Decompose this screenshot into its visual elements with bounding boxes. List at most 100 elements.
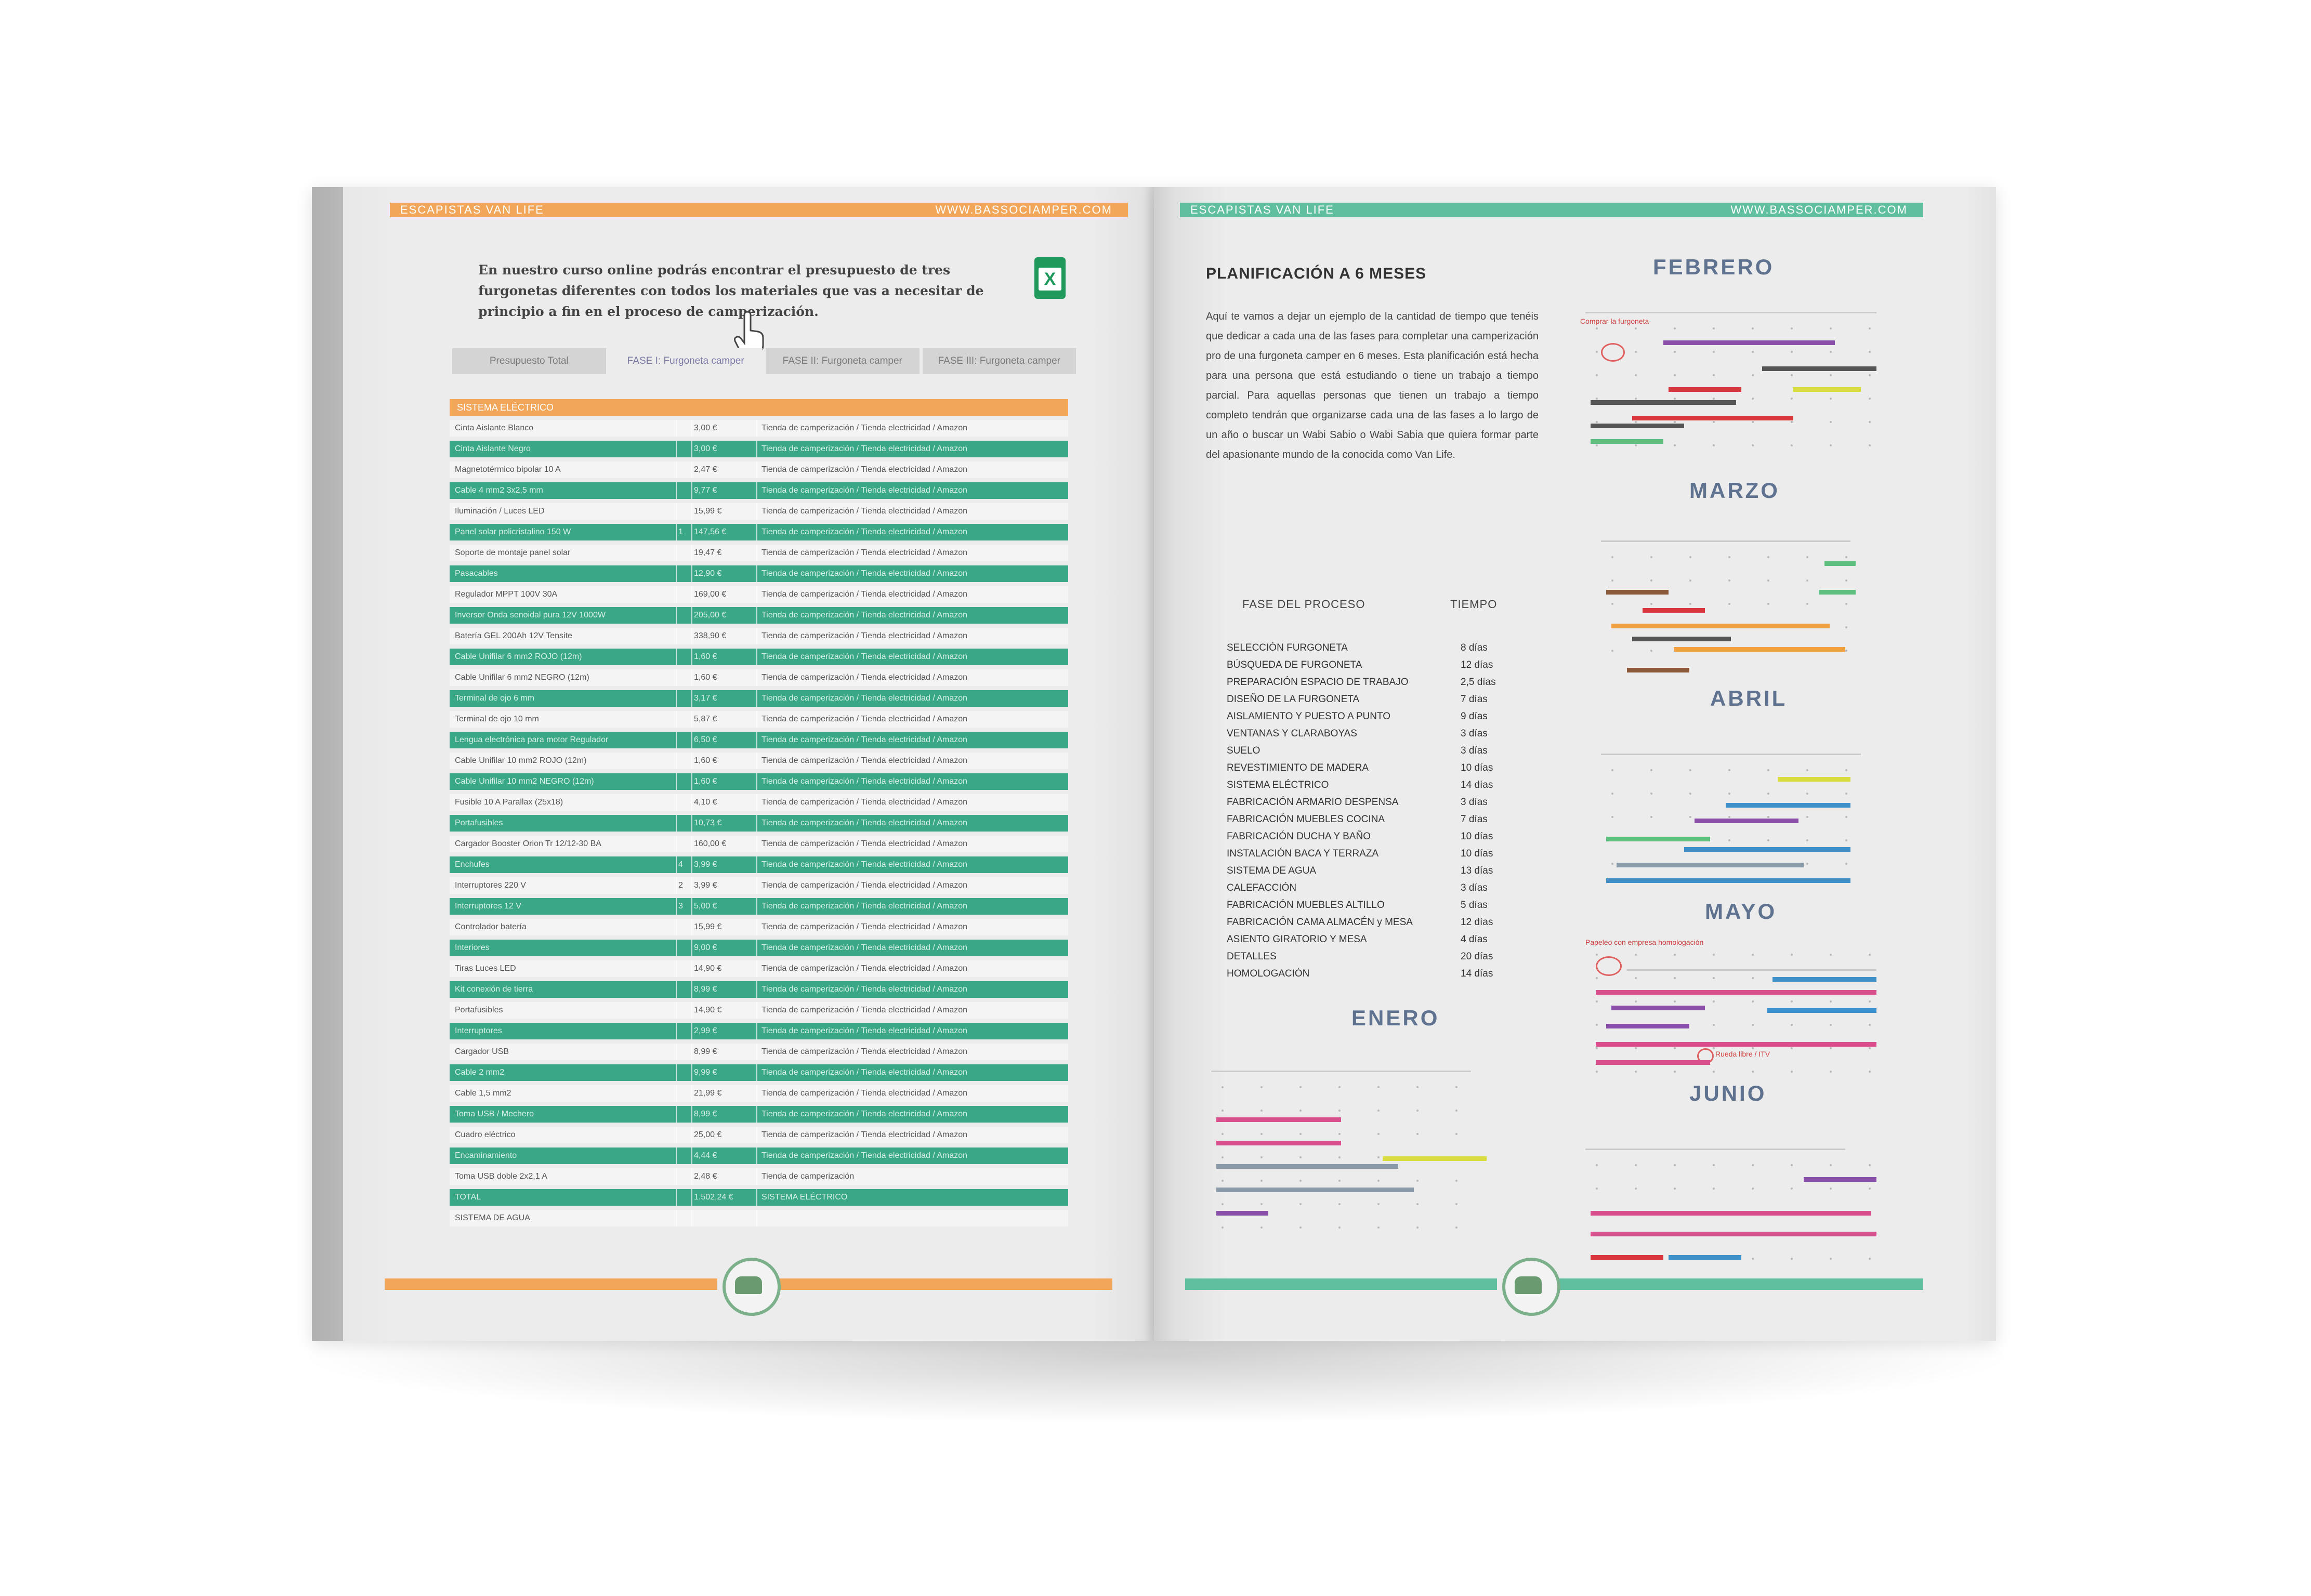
calendar-day-dot xyxy=(1674,327,1676,329)
calendar-day-dot xyxy=(1338,1133,1341,1135)
gantt-bar xyxy=(1611,624,1830,628)
calendar-day-dot xyxy=(1869,1024,1871,1026)
item-cell: Fusible 10 A Parallax (25x18) xyxy=(455,798,563,807)
calendar-day-dot xyxy=(1222,1226,1224,1229)
gantt-bar xyxy=(1596,1060,1710,1065)
source-cell: Tienda de camperización / Tienda electri… xyxy=(761,881,968,890)
calendar-day-dot xyxy=(1713,1164,1715,1166)
gantt-bar xyxy=(1591,1232,1876,1236)
calendar-day-dot xyxy=(1222,1180,1224,1182)
table-row: Cable 4 mm2 3x2,5 mm 9,77 € Tienda de camp… xyxy=(450,482,1068,499)
phase-name: VENTANAS Y CLARABOYAS xyxy=(1227,728,1357,739)
item-cell: Tiras Luces LED xyxy=(455,964,516,973)
source-cell: Tienda de camperización / Tienda electri… xyxy=(761,922,968,931)
tab-fase-2[interactable]: FASE II: Furgoneta camper xyxy=(766,348,920,374)
calendar-day-dot xyxy=(1596,1024,1598,1026)
calendar-day-dot xyxy=(1728,556,1730,558)
gantt-bar xyxy=(1606,878,1850,883)
phase-time: 10 días xyxy=(1461,831,1493,842)
month-marzo: MARZO xyxy=(1689,478,1780,503)
source-cell: Tienda de camperización / Tienda electri… xyxy=(761,1130,968,1139)
tab-fase-1[interactable]: FASE I: Furgoneta camper xyxy=(609,348,763,374)
phase-name: REVESTIMIENTO DE MADERA xyxy=(1227,762,1369,773)
phase-name: PREPARACIÓN ESPACIO DE TRABAJO xyxy=(1227,677,1409,688)
source-cell: Tienda de camperización / Tienda electri… xyxy=(761,1110,968,1118)
phase-time: 20 días xyxy=(1461,951,1493,962)
table-row: Interruptores 2,99 € Tienda de camperizaci… xyxy=(450,1023,1068,1039)
calendar-day-dot xyxy=(1752,1258,1754,1260)
calendar-day-dot xyxy=(1791,351,1793,353)
tab-fase-3[interactable]: FASE III: Furgoneta camper xyxy=(922,348,1076,374)
calendar-day-dot xyxy=(1791,1258,1793,1260)
calendar-day-dot xyxy=(1338,1110,1341,1112)
source-cell: Tienda de camperización / Tienda electri… xyxy=(761,1151,968,1160)
right-header-left: ESCAPISTAS VAN LIFE xyxy=(1190,203,1334,216)
table-row: SISTEMA DE AGUA xyxy=(450,1210,1068,1226)
calendar-day-dot xyxy=(1869,1164,1871,1166)
calendar-day-dot xyxy=(1416,1180,1419,1182)
phase-row: FABRICACIÓN DUCHA Y BAÑO 10 días xyxy=(1227,828,1539,845)
calendar-day-dot xyxy=(1791,444,1793,446)
calendar-day-dot xyxy=(1752,398,1754,400)
note-circle xyxy=(1596,956,1622,976)
table-section-header: SISTEMA ELÉCTRICO xyxy=(450,399,1068,416)
table-row: Cuadro eléctrico 25,00 € Tienda de camperi… xyxy=(450,1127,1068,1143)
calendar-day-dot xyxy=(1767,579,1769,582)
calendar-day-dot xyxy=(1260,1110,1263,1112)
page-title: PLANIFICACIÓN A 6 MESES xyxy=(1206,265,1427,282)
item-cell: Toma USB doble 2x2,1 A xyxy=(455,1172,547,1181)
phase-time: 14 días xyxy=(1461,968,1493,979)
phase-name: FABRICACIÓN DUCHA Y BAÑO xyxy=(1227,831,1371,842)
calendar-day-dot xyxy=(1728,793,1730,795)
source-cell: Tienda de camperización / Tienda electri… xyxy=(761,1006,968,1014)
price-cell: 5,00 € xyxy=(694,902,717,911)
calendar-day-dot xyxy=(1596,398,1598,400)
budget-tabs: Presupuesto Total FASE I: Furgoneta camp… xyxy=(452,348,1076,374)
calendar-day-dot xyxy=(1222,1203,1224,1205)
gantt-bar xyxy=(1772,977,1876,982)
phase-row: HOMOLOGACIÓN 14 días xyxy=(1227,965,1539,982)
table-row: Panel solar policristalino 150 W 1 147,56 … xyxy=(450,524,1068,540)
calendar-day-dot xyxy=(1845,793,1847,795)
calendar-day-dot xyxy=(1806,603,1808,605)
calendar-day-dot xyxy=(1674,1000,1676,1003)
calendar-day-dot xyxy=(1752,1164,1754,1166)
calendar-day-dot xyxy=(1791,1071,1793,1073)
calendar-day-dot xyxy=(1869,1258,1871,1260)
item-cell: Pasacables xyxy=(455,569,498,578)
calendar-day-dot xyxy=(1299,1110,1302,1112)
calendar-day-dot xyxy=(1845,650,1847,652)
calendar-day-dot xyxy=(1416,1086,1419,1088)
gantt-bar xyxy=(1591,424,1684,428)
calendar-day-dot xyxy=(1377,1156,1380,1158)
tab-presupuesto-total[interactable]: Presupuesto Total xyxy=(452,348,606,374)
calendar-day-dot xyxy=(1596,954,1598,956)
calendar-day-dot xyxy=(1791,327,1793,329)
phase-time: 3 días xyxy=(1461,797,1488,808)
calendar-day-dot xyxy=(1689,556,1691,558)
table-row: Cable Unifilar 10 mm2 ROJO (12m) 1,60 € Ti… xyxy=(450,753,1068,769)
phase-row: REVESTIMIENTO DE MADERA 10 días xyxy=(1227,759,1539,776)
seal-logo xyxy=(1502,1258,1560,1316)
table-row: Cable Unifilar 6 mm2 NEGRO (12m) 1,60 € Ti… xyxy=(450,669,1068,686)
calendar-day-dot xyxy=(1806,793,1808,795)
calendar-day-dot xyxy=(1635,327,1637,329)
phase-row: FABRICACIÓN MUEBLES ALTILLO 5 días xyxy=(1227,896,1539,914)
phase-name: BÚSQUEDA DE FURGONETA xyxy=(1227,659,1362,670)
calendar-day-dot xyxy=(1752,327,1754,329)
source-cell: Tienda de camperización / Tienda electri… xyxy=(761,1068,968,1077)
price-cell: 169,00 € xyxy=(694,590,727,599)
right-footer-bar-left xyxy=(1185,1278,1497,1290)
excel-icon[interactable]: X xyxy=(1034,257,1066,299)
table-row: Lengua electrónica para motor Regulador 6… xyxy=(450,732,1068,748)
item-cell: Cable Unifilar 10 mm2 NEGRO (12m) xyxy=(455,777,594,786)
price-cell: 1,60 € xyxy=(694,673,717,682)
price-cell: 21,99 € xyxy=(694,1089,722,1098)
source-cell: SISTEMA ELÉCTRICO xyxy=(761,1193,848,1202)
budget-table: SISTEMA ELÉCTRICO Cinta Aislante Blanco 3… xyxy=(450,399,1068,1226)
calendar-day-dot xyxy=(1635,421,1637,423)
calendar-day-dot xyxy=(1806,556,1808,558)
calendar-day-dot xyxy=(1845,626,1847,628)
calendar-day-dot xyxy=(1260,1086,1263,1088)
source-cell: Tienda de camperización / Tienda electri… xyxy=(761,652,968,661)
